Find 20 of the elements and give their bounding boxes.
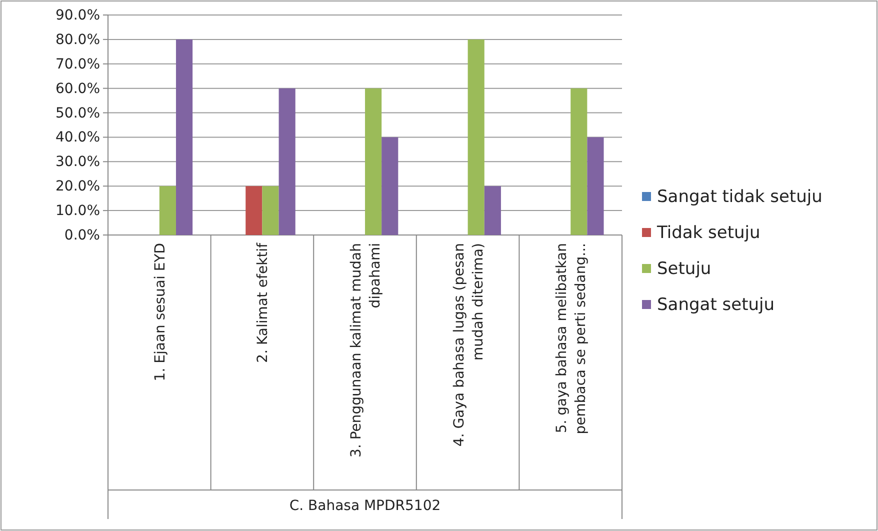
y-tick-label: 70.0% xyxy=(56,56,100,72)
legend-label: Sangat setuju xyxy=(657,295,775,315)
y-tick-label: 20.0% xyxy=(56,178,100,195)
x-axis-title: C. Bahasa MPDR5102 xyxy=(289,498,441,514)
x-tick-label: 1. Ejaan sesuai EYD xyxy=(152,243,168,382)
y-tick-label: 60.0% xyxy=(56,80,100,97)
legend-label: Sangat tidak setuju xyxy=(657,187,822,207)
y-tick-label: 10.0% xyxy=(56,203,100,220)
legend-label: Setuju xyxy=(657,259,712,279)
legend-label: Tidak setuju xyxy=(656,223,760,243)
y-tick-label: 50.0% xyxy=(56,105,100,122)
x-tick-label: 4. Gaya bahasa lugas (pesan mudah diterima) xyxy=(451,243,486,446)
y-tick-label: 90.0% xyxy=(56,7,100,24)
x-tick-label: 3. Penggunaan kalimat mudah dipahami xyxy=(348,243,384,458)
x-tick-label: 2. Kalimat efektif xyxy=(255,242,272,363)
x-tick-label: 5. gaya bahasa melibatkan pembaca se perti sedang... xyxy=(554,243,590,434)
y-tick-label: 80.0% xyxy=(56,32,100,48)
y-tick-label: 0.0% xyxy=(64,227,100,244)
y-tick-label: 40.0% xyxy=(56,130,100,146)
y-tick-label: 30.0% xyxy=(56,154,100,170)
